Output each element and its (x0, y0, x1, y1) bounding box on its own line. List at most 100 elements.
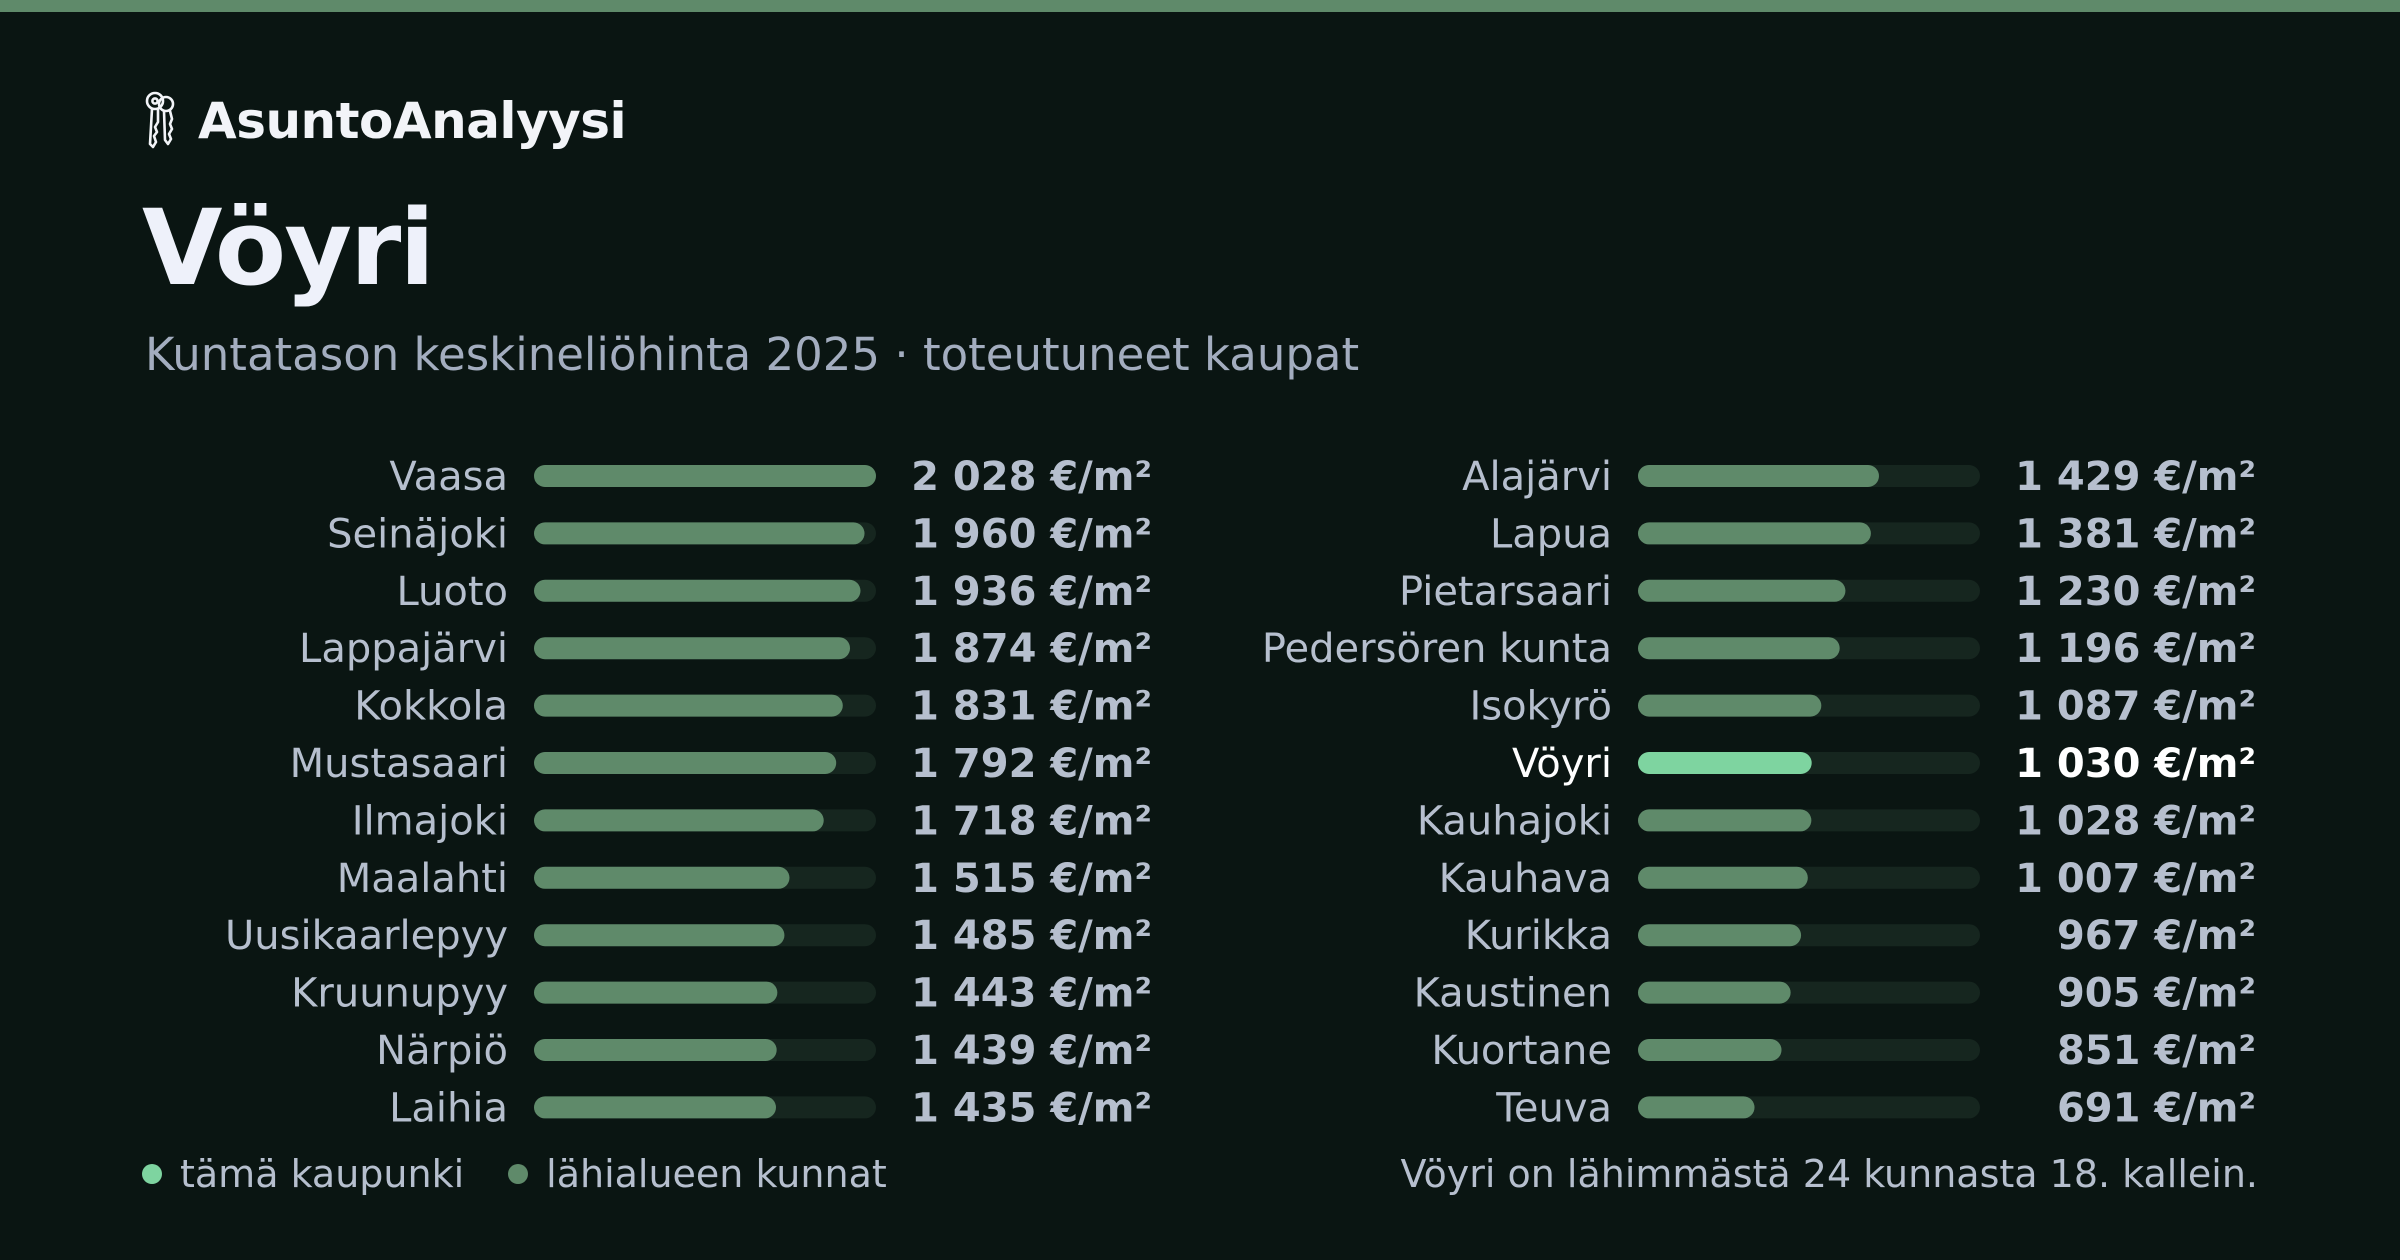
value-label-kuortane: 851 €/m² (2057, 1028, 2256, 1074)
category-label-laihia: Laihia (389, 1085, 508, 1130)
page-subtitle: Kuntatason keskineliöhinta 2025 · toteut… (145, 328, 1360, 381)
category-label-alajarvi: Alajärvi (1462, 454, 1612, 500)
value-label-pietarsaari: 1 230 €/m² (2015, 569, 2256, 615)
category-label-mustasaari: Mustasaari (290, 741, 508, 787)
category-label-vaasa: Vaasa (389, 454, 508, 500)
bar-maalahti (534, 866, 790, 889)
category-label-seinajoki: Seinäjoki (327, 511, 508, 557)
value-label-kokkola: 1 831 €/m² (911, 684, 1152, 730)
category-label-kauhava: Kauhava (1439, 856, 1612, 902)
bar-isokyro (1638, 694, 1822, 717)
bar-pietarsaari (1638, 579, 1846, 602)
bar-kuortane (1638, 1039, 1782, 1061)
bar-row-seinajoki: Seinäjoki 1 960 €/m² (327, 511, 1152, 557)
value-label-uusikaarlepyy: 1 485 €/m² (911, 913, 1152, 959)
bar-lappajarvi (534, 637, 851, 660)
value-label-kruunupyy: 1 443 €/m² (911, 971, 1152, 1017)
price-bar-chart: Vaasa 2 028 €/m² Seinäjoki 1 960 €/m² Luoto 1… (225, 454, 2256, 1130)
value-label-maalahti: 1 515 €/m² (911, 856, 1152, 902)
category-label-kauhajoki: Kauhajoki (1417, 798, 1612, 844)
bar-row-maalahti: Maalahti 1 515 €/m² (337, 856, 1152, 902)
bar-mustasaari (534, 752, 837, 774)
value-label-lappajarvi: 1 874 €/m² (911, 626, 1152, 672)
value-label-kauhajoki: 1 028 €/m² (2015, 798, 2256, 844)
bar-row-kruunupyy: Kruunupyy 1 443 €/m² (291, 971, 1152, 1017)
legend-this-city-label: tämä kaupunki (180, 1152, 465, 1196)
bar-vaasa (534, 465, 876, 487)
brand: AsuntoAnalyysi (142, 88, 627, 154)
bar-kauhajoki (1638, 809, 1812, 832)
value-label-pedersoren-kunta: 1 196 €/m² (2015, 626, 2256, 672)
bar-kaustinen (1638, 981, 1791, 1004)
bar-seinajoki (534, 522, 865, 545)
value-label-vaasa: 2 028 €/m² (911, 454, 1152, 500)
category-label-ilmajoki: Ilmajoki (352, 798, 508, 844)
bar-row-kauhava: Kauhava 1 007 €/m² (1439, 856, 2256, 902)
category-label-kokkola: Kokkola (354, 684, 508, 730)
bar-kokkola (534, 694, 843, 717)
bar-row-isokyro: Isokyrö 1 087 €/m² (1469, 684, 2256, 730)
bar-row-voyri: Vöyri 1 030 €/m² (1512, 741, 2256, 787)
value-label-voyri: 1 030 €/m² (2015, 741, 2256, 787)
category-label-maalahti: Maalahti (337, 856, 508, 902)
bar-kurikka (1638, 924, 1802, 947)
bar-row-pedersoren-kunta: Pedersören kunta 1 196 €/m² (1262, 626, 2256, 672)
top-accent-bar (0, 0, 2400, 12)
category-label-kurikka: Kurikka (1465, 913, 1612, 959)
value-label-kaustinen: 905 €/m² (2057, 971, 2256, 1017)
bar-voyri (1638, 752, 1812, 774)
category-label-luoto: Luoto (396, 569, 508, 615)
bar-row-mustasaari: Mustasaari 1 792 €/m² (290, 741, 1152, 787)
rank-note: Vöyri on lähimmästä 24 kunnasta 18. kall… (1400, 1152, 2258, 1196)
bar-pedersoren-kunta (1638, 637, 1840, 660)
value-label-kurikka: 967 €/m² (2057, 913, 2256, 959)
category-label-lappajarvi: Lappajärvi (299, 626, 508, 672)
bar-row-pietarsaari: Pietarsaari 1 230 €/m² (1399, 569, 2256, 615)
bar-row-kaustinen: Kaustinen 905 €/m² (1414, 971, 2256, 1017)
bar-uusikaarlepyy (534, 924, 785, 947)
bar-row-luoto: Luoto 1 936 €/m² (396, 569, 1152, 615)
bar-lapua (1638, 522, 1871, 545)
legend-nearby-label: lähialueen kunnat (546, 1152, 887, 1196)
value-label-seinajoki: 1 960 €/m² (911, 511, 1152, 557)
bar-row-kokkola: Kokkola 1 831 €/m² (354, 684, 1152, 730)
bar-row-narpio: Närpiö 1 439 €/m² (376, 1028, 1152, 1074)
legend-this-city-swatch (142, 1164, 162, 1184)
value-label-teuva: 691 €/m² (2057, 1085, 2256, 1130)
bar-teuva (1638, 1096, 1755, 1119)
brand-name: AsuntoAnalyysi (198, 92, 627, 150)
bar-row-vaasa: Vaasa 2 028 €/m² (389, 454, 1152, 500)
bar-ilmajoki (534, 809, 824, 832)
bar-kauhava (1638, 866, 1808, 889)
category-label-pietarsaari: Pietarsaari (1399, 569, 1612, 615)
bar-luoto (534, 579, 861, 602)
value-label-alajarvi: 1 429 €/m² (2015, 454, 2256, 500)
category-label-narpio: Närpiö (376, 1028, 508, 1074)
bar-row-teuva: Teuva 691 €/m² (1495, 1085, 2256, 1130)
value-label-lapua: 1 381 €/m² (2015, 511, 2256, 557)
value-label-laihia: 1 435 €/m² (911, 1085, 1152, 1130)
category-label-pedersoren-kunta: Pedersören kunta (1262, 626, 1612, 672)
bar-alajarvi (1638, 465, 1879, 487)
bar-row-lapua: Lapua 1 381 €/m² (1490, 511, 2256, 557)
bar-row-lappajarvi: Lappajärvi 1 874 €/m² (299, 626, 1152, 672)
bar-kruunupyy (534, 981, 778, 1004)
value-label-kauhava: 1 007 €/m² (2015, 856, 2256, 902)
category-label-kuortane: Kuortane (1431, 1028, 1612, 1074)
bar-row-laihia: Laihia 1 435 €/m² (389, 1085, 1152, 1130)
value-label-ilmajoki: 1 718 €/m² (911, 798, 1152, 844)
bar-row-kurikka: Kurikka 967 €/m² (1465, 913, 2256, 959)
category-label-kruunupyy: Kruunupyy (291, 971, 508, 1017)
value-label-narpio: 1 439 €/m² (911, 1028, 1152, 1074)
category-label-teuva: Teuva (1495, 1085, 1612, 1130)
category-label-kaustinen: Kaustinen (1414, 971, 1612, 1017)
legend: tämä kaupunki lähialueen kunnat (142, 1152, 887, 1196)
bar-narpio (534, 1039, 777, 1061)
bar-row-ilmajoki: Ilmajoki 1 718 €/m² (352, 798, 1152, 844)
category-label-lapua: Lapua (1490, 511, 1612, 557)
category-label-uusikaarlepyy: Uusikaarlepyy (225, 913, 508, 959)
bar-row-alajarvi: Alajärvi 1 429 €/m² (1462, 454, 2256, 500)
bar-row-kauhajoki: Kauhajoki 1 028 €/m² (1417, 798, 2256, 844)
bar-row-kuortane: Kuortane 851 €/m² (1431, 1028, 2256, 1074)
category-label-voyri: Vöyri (1512, 741, 1612, 787)
